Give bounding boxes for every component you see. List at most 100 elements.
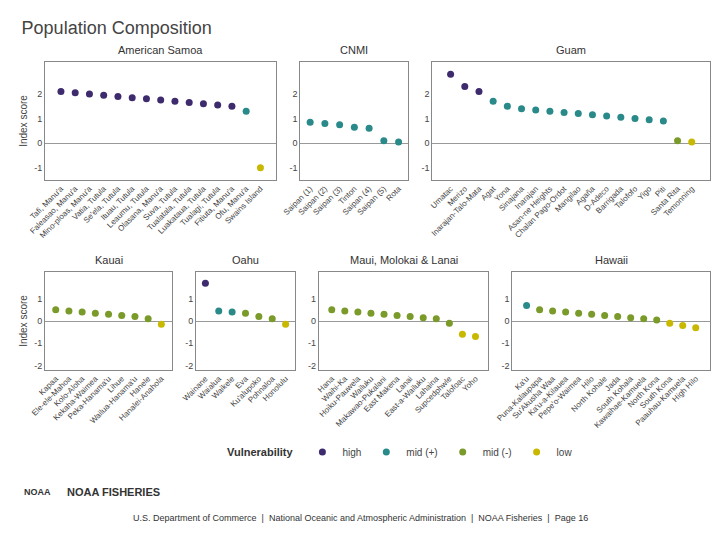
- svg-text:Supcedphwle: Supcedphwle: [413, 374, 454, 415]
- svg-text:0: 0: [37, 316, 42, 326]
- svg-text:Yoho: Yoho: [461, 374, 480, 393]
- svg-text:Santa Rita: Santa Rita: [649, 184, 682, 217]
- svg-text:Agaña: Agaña: [574, 184, 597, 207]
- svg-text:1: 1: [188, 294, 193, 304]
- svg-text:Index score: Index score: [18, 295, 29, 347]
- svg-text:Talofoac: Talofoac: [439, 374, 466, 401]
- svg-text:-1: -1: [290, 163, 298, 173]
- svg-text:-1: -1: [502, 338, 510, 348]
- svg-text:CNMI: CNMI: [340, 44, 368, 56]
- svg-text:Suva, Tutula: Suva, Tutula: [141, 184, 179, 222]
- svg-text:Swains Island: Swains Island: [223, 184, 264, 225]
- svg-text:1: 1: [293, 114, 298, 124]
- svg-text:Chalan Pago-Ordot: Chalan Pago-Ordot: [513, 184, 569, 240]
- svg-text:Kolo-Aloha: Kolo-Aloha: [52, 374, 86, 408]
- svg-text:Hilo: Hilo: [580, 374, 596, 390]
- svg-text:Kawaihae-Kamuela: Kawaihae-Kamuela: [593, 374, 649, 430]
- svg-text:Waihi-Ka: Waihi-Ka: [320, 374, 349, 403]
- svg-text:high: high: [342, 447, 361, 458]
- svg-text:NOAA FISHERIES: NOAA FISHERIES: [67, 486, 160, 498]
- svg-text:Se'ela, Tutula: Se'ela, Tutula: [82, 184, 123, 225]
- svg-text:Waialua: Waialua: [196, 374, 223, 401]
- svg-text:East-a-Wailuku: East-a-Wailuku: [383, 374, 428, 419]
- svg-text:Ituau, Tutula: Ituau, Tutula: [99, 184, 137, 222]
- svg-text:Sinajana: Sinajana: [497, 184, 526, 213]
- svg-text:Lihue: Lihue: [106, 374, 127, 395]
- svg-text:Waikele: Waikele: [210, 374, 237, 401]
- svg-text:Temonning: Temonning: [662, 184, 696, 218]
- svg-text:Maui, Molokai & Lanai: Maui, Molokai & Lanai: [350, 254, 458, 266]
- svg-text:Eva: Eva: [234, 374, 251, 391]
- svg-text:Yona: Yona: [493, 184, 512, 203]
- svg-text:1: 1: [37, 114, 42, 124]
- svg-text:Tinton: Tinton: [337, 184, 359, 206]
- svg-text:Hanele: Hanele: [128, 374, 153, 399]
- svg-text:North Kohale: North Kohale: [570, 374, 610, 414]
- svg-text:Tualatala, Tutula: Tualatala, Tutula: [145, 184, 193, 232]
- svg-text:Mino-ploas, Manu'a: Mino-ploas, Manu'a: [38, 184, 94, 240]
- svg-text:Piti: Piti: [653, 184, 667, 198]
- svg-text:Faleasao, Manu'a: Faleasao, Manu'a: [28, 184, 80, 236]
- svg-text:Saipan (3): Saipan (3): [311, 184, 344, 217]
- svg-text:mid (+): mid (+): [406, 447, 437, 458]
- svg-text:-2: -2: [502, 361, 510, 371]
- svg-text:Vatia, Tutula: Vatia, Tutula: [71, 184, 109, 222]
- svg-text:Lanai: Lanai: [394, 374, 414, 394]
- svg-text:South Kohala: South Kohala: [595, 374, 636, 415]
- svg-text:0: 0: [188, 316, 193, 326]
- svg-text:Peka-Hanama'u: Peka-Hanama'u: [66, 374, 113, 421]
- svg-text:Olasana, Manu'a: Olasana, Manu'a: [116, 184, 165, 233]
- svg-text:Kapaa: Kapaa: [37, 374, 60, 397]
- svg-text:Hoiku-Pauwela: Hoiku-Pauwela: [318, 374, 363, 419]
- svg-text:High Hilo: High Hilo: [671, 374, 701, 404]
- svg-text:Wailuku: Wailuku: [349, 374, 375, 400]
- svg-text:Population Composition: Population Composition: [22, 18, 212, 38]
- svg-text:Hanalei-Anahola: Hanalei-Anahola: [117, 374, 166, 423]
- svg-text:-2: -2: [34, 361, 42, 371]
- svg-text:Saipan (1): Saipan (1): [282, 184, 315, 217]
- svg-text:Su'Akusha Waa: Su'Akusha Waa: [511, 374, 558, 421]
- svg-text:Merizo: Merizo: [446, 184, 470, 208]
- svg-text:Saipan (4): Saipan (4): [341, 184, 374, 217]
- svg-text:American Samoa: American Samoa: [118, 44, 203, 56]
- svg-text:South Kona: South Kona: [638, 374, 674, 410]
- svg-text:1: 1: [311, 294, 316, 304]
- svg-text:Pepe'o-Waimea: Pepe'o-Waimea: [537, 374, 584, 421]
- svg-text:Fitiuta, Manu'a: Fitiuta, Manu'a: [193, 184, 237, 228]
- svg-text:Pohnaloa: Pohnaloa: [246, 374, 277, 405]
- svg-text:Saipan (2): Saipan (2): [297, 184, 330, 217]
- svg-text:-1: -1: [308, 338, 316, 348]
- svg-text:Jada: Jada: [603, 374, 622, 393]
- svg-text:Saipan (5): Saipan (5): [356, 184, 389, 217]
- svg-text:2: 2: [37, 89, 42, 99]
- svg-text:Barrigada: Barrigada: [594, 184, 625, 215]
- svg-text:-1: -1: [422, 163, 430, 173]
- svg-text:Ka'u-a-Kilauea: Ka'u-a-Kilauea: [527, 374, 571, 418]
- svg-text:Rota: Rota: [384, 184, 403, 203]
- svg-text:Hana: Hana: [316, 374, 336, 394]
- svg-text:D-Adeco: D-Adeco: [583, 184, 612, 213]
- svg-text:Asan-ne Heights: Asan-ne Heights: [506, 184, 554, 232]
- svg-text:1: 1: [505, 294, 510, 304]
- svg-text:2: 2: [293, 89, 298, 99]
- svg-text:Yigo: Yigo: [636, 184, 654, 202]
- svg-text:East Makena: East Makena: [362, 374, 402, 414]
- svg-text:Inarajan-Talo-Mata: Inarajan-Talo-Mata: [430, 184, 484, 238]
- svg-text:Tafi, Manu'a: Tafi, Manu'a: [28, 184, 65, 221]
- svg-text:Ku'alupoko: Ku'alupoko: [229, 374, 264, 409]
- svg-text:-1: -1: [34, 338, 42, 348]
- svg-text:North Kona: North Kona: [626, 374, 661, 409]
- svg-text:0: 0: [311, 316, 316, 326]
- svg-text:mid (-): mid (-): [483, 447, 512, 458]
- svg-text:0: 0: [425, 138, 430, 148]
- svg-text:low: low: [557, 447, 573, 458]
- svg-text:Kekaha-Waimea: Kekaha-Waimea: [52, 374, 100, 422]
- svg-text:0: 0: [505, 316, 510, 326]
- svg-text:Luakataua, Tutula: Luakataua, Tutula: [156, 184, 208, 236]
- svg-text:Ofu, Manu'a: Ofu, Manu'a: [213, 184, 250, 221]
- svg-text:-1: -1: [185, 338, 193, 348]
- svg-text:1: 1: [37, 294, 42, 304]
- svg-text:Mangilao: Mangilao: [553, 184, 583, 214]
- svg-text:NOAA: NOAA: [24, 487, 51, 497]
- svg-text:Puna-Kalaupapa: Puna-Kalaupapa: [495, 374, 544, 423]
